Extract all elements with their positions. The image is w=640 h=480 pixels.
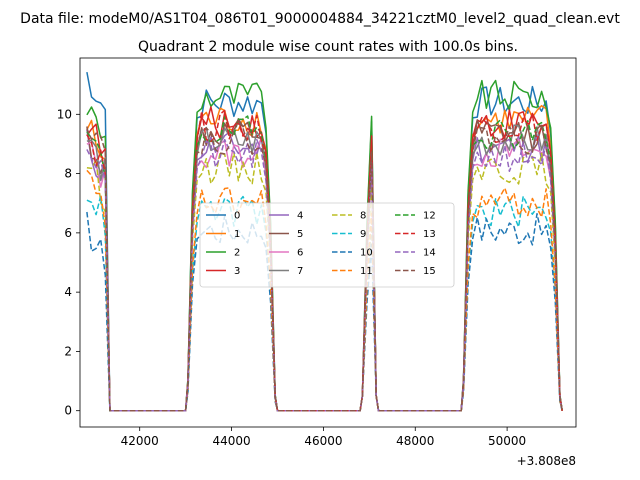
x-tick-label: 50000 [488, 434, 526, 448]
legend-label-6: 6 [297, 248, 303, 259]
y-tick-label: 0 [64, 404, 72, 418]
legend-label-11: 11 [360, 266, 373, 277]
legend-label-15: 15 [423, 266, 436, 277]
x-tick-label: 42000 [121, 434, 159, 448]
plot-area-frame [79, 57, 577, 428]
y-tick-label: 4 [64, 285, 72, 299]
legend-label-4: 4 [297, 211, 303, 222]
legend-box [199, 202, 455, 288]
x-axis: 42000 44000 46000 48000 50000 [121, 427, 526, 448]
chart-title: Quadrant 2 module wise count rates with … [138, 39, 518, 55]
x-tick-label: 44000 [212, 434, 250, 448]
y-axis: 0 2 4 6 8 10 [57, 107, 80, 418]
legend-label-8: 8 [360, 211, 366, 222]
x-axis-offset-label: +3.808e8 [517, 454, 576, 468]
legend-label-0: 0 [234, 211, 240, 222]
legend-label-12: 12 [423, 211, 436, 222]
y-tick-label: 2 [64, 344, 72, 358]
legend-label-3: 3 [234, 266, 240, 277]
series-line-15 [86, 121, 563, 412]
legend-label-14: 14 [423, 248, 436, 259]
x-tick-label: 48000 [396, 434, 434, 448]
series-layer [86, 71, 563, 412]
legend-label-10: 10 [360, 248, 373, 259]
legend-label-1: 1 [234, 229, 240, 240]
legend-label-7: 7 [297, 266, 303, 277]
x-tick-label: 46000 [304, 434, 342, 448]
legend-label-9: 9 [360, 229, 366, 240]
y-tick-label: 6 [64, 226, 72, 240]
legend-label-5: 5 [297, 229, 303, 240]
legend-label-2: 2 [234, 248, 240, 259]
y-tick-label: 8 [64, 167, 72, 181]
legend-label-13: 13 [423, 229, 436, 240]
figure-suptitle: Data file: modeM0/AS1T04_086T01_90000048… [20, 11, 620, 27]
series-line-13 [86, 109, 563, 412]
y-tick-label: 10 [57, 107, 72, 121]
